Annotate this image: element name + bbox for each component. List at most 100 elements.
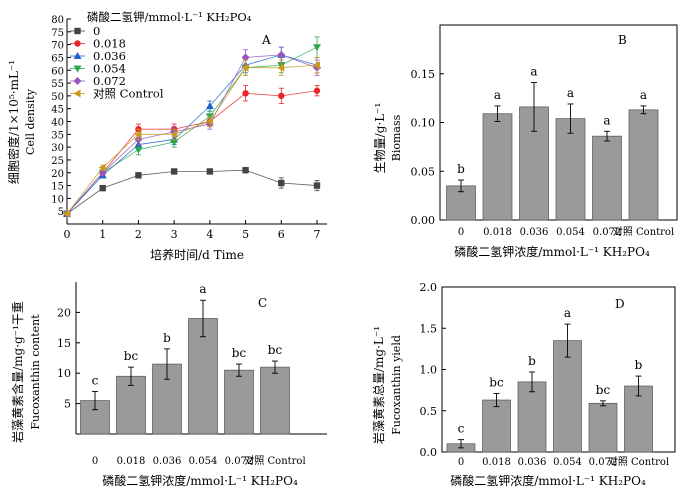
data-point <box>98 163 106 172</box>
data-point <box>170 130 178 139</box>
data-point <box>277 63 285 72</box>
significance-letter: a <box>640 88 647 102</box>
legend-marker <box>73 89 81 98</box>
data-point <box>277 50 286 59</box>
series-1 <box>63 85 321 217</box>
panel-a-x-label: 培养时间/d Time <box>150 247 244 262</box>
panel-c-y-label: 岩藻黄素含量/mg·g⁻¹干重 <box>10 301 25 443</box>
y-tick-label: 70 <box>51 41 64 52</box>
x-tick-label: 0.036 <box>520 227 549 238</box>
x-tick-label: 0.036 <box>153 456 182 467</box>
x-tick-label: 0 <box>64 228 71 241</box>
data-point <box>205 102 214 110</box>
x-tick-label: 对照 Control <box>244 454 305 467</box>
bar <box>152 363 182 435</box>
data-point <box>241 53 250 62</box>
series-line <box>66 46 318 215</box>
panel-c: C 5 10 15 20 c 0 bc 0.018 b 0.036 a 0.054 bc 0.072 bc 对… <box>10 282 327 488</box>
panel-b-x-label: 磷酸二氢钾浓度/mmol·L⁻¹ KH₂PO₄ <box>454 244 650 259</box>
significance-letter: bc <box>489 375 504 389</box>
legend-item-label: 对照 Control <box>93 87 164 101</box>
data-point <box>134 130 142 139</box>
data-point <box>242 166 249 174</box>
y-tick-label: 5 <box>64 398 71 411</box>
x-tick-label: 3 <box>171 228 178 241</box>
y-tick-label: 35 <box>51 130 64 141</box>
x-tick-label: 0 <box>458 457 464 468</box>
legend-marker <box>73 77 82 85</box>
y-tick-label: 45 <box>51 105 64 116</box>
data-point <box>278 179 285 187</box>
bar <box>116 375 146 435</box>
panel-a-x-ticks: 0 1 2 3 4 5 6 7 <box>64 220 321 241</box>
panel-d-plot: 0.0 0.5 1.0 1.5 2.0 c 0 bc 0.018 b 0.036 a 0.054 bc 0.… <box>420 281 670 468</box>
legend-marker <box>73 65 82 73</box>
panel-c-x-label: 磷酸二氢钾浓度/mmol·L⁻¹ KH₂PO₄ <box>102 473 298 488</box>
significance-letter: b <box>528 354 536 368</box>
x-tick-label: 2 <box>135 228 142 241</box>
significance-letter: b <box>635 358 643 372</box>
legend-marker <box>73 52 82 59</box>
data-point <box>205 117 213 126</box>
significance-letter: a <box>564 306 571 320</box>
significance-letter: a <box>567 86 574 100</box>
data-point <box>206 168 214 175</box>
data-point <box>241 63 249 72</box>
series-line <box>66 64 318 214</box>
panel-b-y-label-en: Biomass <box>390 114 403 161</box>
y-tick-label: 60 <box>51 66 64 77</box>
panel-a-series <box>63 36 321 218</box>
x-tick-label: 1 <box>99 228 106 241</box>
y-tick-label: 1.5 <box>420 322 438 335</box>
bar <box>482 399 511 453</box>
x-tick-label: 0.054 <box>556 227 585 238</box>
x-tick-label: 0.018 <box>483 227 512 238</box>
panel-b-label: B <box>618 33 627 47</box>
panel-d-x-label: 磷酸二氢钾浓度/mmol·L⁻¹ KH₂PO₄ <box>450 473 646 488</box>
significance-letter: bc <box>232 346 247 360</box>
y-tick-label: 10 <box>57 367 71 380</box>
y-tick-label: 0.0 <box>420 446 438 459</box>
data-point <box>278 92 285 100</box>
significance-letter: b <box>457 162 465 176</box>
panel-a-label: A <box>261 33 271 47</box>
panel-b-y-label: 生物量/g·L⁻¹ <box>373 103 387 174</box>
x-tick-label: 0.018 <box>117 456 146 467</box>
series-line <box>66 90 318 215</box>
panel-c-y-label-en: Fucoxanthin content <box>29 314 42 430</box>
bar <box>624 385 653 453</box>
x-tick-label: 4 <box>206 228 213 241</box>
significance-letter: a <box>530 65 537 79</box>
legend-item-label: 0.018 <box>93 37 126 51</box>
legend-item-label: 0.054 <box>93 62 126 76</box>
legend-item-label: 0 <box>93 24 100 38</box>
panel-b: B 0.000.050.100.15b0a0.018a0.036a0.054a0… <box>373 24 678 259</box>
data-point <box>135 172 142 179</box>
y-tick-label: 65 <box>51 53 64 64</box>
series-line <box>66 169 318 215</box>
y-tick-label: 1.0 <box>420 364 438 377</box>
legend-item-label: 0.036 <box>93 49 126 63</box>
data-point <box>313 44 321 52</box>
significance-letter: bc <box>124 349 139 363</box>
significance-letter: c <box>458 422 465 436</box>
x-tick-label: 0.018 <box>482 457 511 468</box>
data-point <box>63 209 70 218</box>
bar <box>188 318 218 435</box>
y-tick-label: 0.15 <box>411 68 436 81</box>
x-tick-label: 0.072 <box>225 456 254 467</box>
x-tick-label: 0 <box>92 456 98 467</box>
significance-letter: a <box>199 282 206 296</box>
panel-d-y-label: 岩藻黄素总量/mg·L⁻¹ <box>371 326 386 444</box>
bar <box>588 402 618 453</box>
significance-letter: a <box>494 88 501 102</box>
y-tick-label: 15 <box>51 182 64 193</box>
legend-item-label: 0.072 <box>93 74 126 88</box>
panel-c-plot: 5 10 15 20 c 0 bc 0.018 b 0.036 a 0.054 bc 0.072 bc 对照 … <box>57 282 306 467</box>
bar <box>555 118 586 221</box>
bar <box>553 340 582 453</box>
panel-a-legend: 磷酸二氢钾/mmol·L⁻¹ KH₂PO₄ 00.0180.0360.0540.… <box>70 10 252 101</box>
y-tick-label: 50 <box>51 92 64 103</box>
